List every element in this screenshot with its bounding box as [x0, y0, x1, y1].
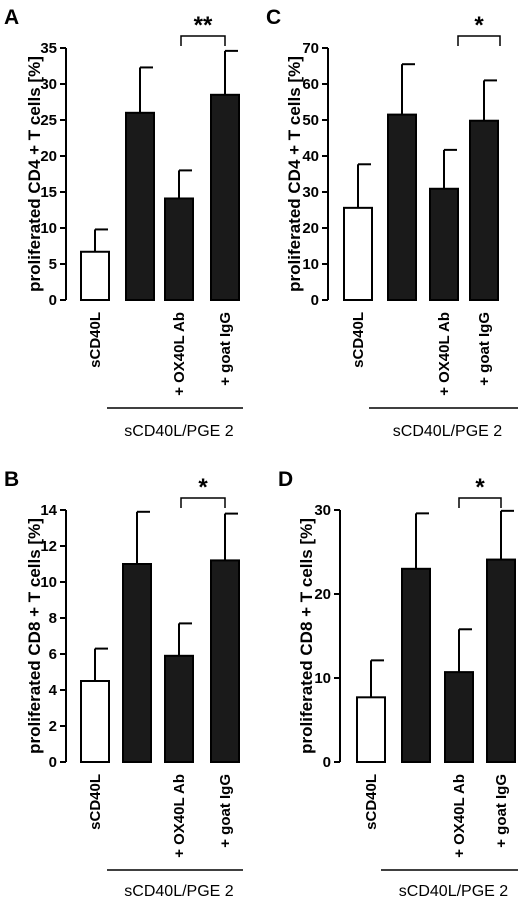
y-tick-label: 8: [49, 610, 57, 627]
y-tick-label: 0: [311, 292, 319, 309]
category-label: + OX40L Ab: [436, 312, 453, 396]
y-tick-label: 25: [40, 112, 57, 129]
panel-letter: C: [266, 6, 281, 29]
category-label: + goat IgG: [217, 774, 234, 848]
y-tick-label: 20: [40, 148, 57, 165]
y-tick-label: 0: [323, 754, 331, 771]
panel-letter: D: [278, 468, 293, 491]
group-label: sCD40L/PGE 2: [124, 883, 233, 900]
significance-label: *: [474, 12, 484, 39]
y-tick-label: 10: [40, 574, 57, 591]
significance-label: **: [194, 12, 213, 39]
significance-bracket: [180, 497, 226, 508]
bar: [80, 250, 110, 301]
y-axis-label: proliferated CD8 + T cells [%]: [25, 518, 44, 754]
significance-bracket: [457, 35, 501, 46]
y-tick-label: 30: [40, 76, 57, 93]
y-tick-label: 35: [40, 40, 57, 57]
bar: [343, 206, 373, 301]
bar: [387, 113, 417, 301]
y-tick-label: 0: [49, 292, 57, 309]
bar: [80, 680, 110, 763]
y-tick-label: 50: [302, 112, 319, 129]
category-label: sCD40L: [350, 312, 367, 368]
category-label: + goat IgG: [476, 312, 493, 386]
category-label: + OX40L Ab: [171, 774, 188, 858]
significance-label: *: [475, 474, 485, 501]
y-tick-label: 40: [302, 148, 319, 165]
y-tick-label: 60: [302, 76, 319, 93]
group-label: sCD40L/PGE 2: [399, 883, 508, 900]
y-tick-label: 70: [302, 40, 319, 57]
bar: [164, 654, 194, 763]
bar: [356, 696, 386, 764]
bar: [210, 559, 240, 764]
y-axis-label: proliferated CD4 + T cells [%]: [285, 56, 304, 292]
bar: [486, 558, 516, 763]
y-tick-label: 30: [314, 502, 331, 519]
y-tick-label: 6: [49, 646, 57, 663]
y-tick-label: 14: [40, 502, 57, 519]
bar: [164, 197, 194, 301]
y-axis-label: proliferated CD4 + T cells [%]: [25, 56, 44, 292]
bar: [401, 567, 431, 763]
y-tick-label: 20: [314, 586, 331, 603]
bar: [122, 563, 152, 763]
group-label: sCD40L/PGE 2: [124, 423, 233, 440]
category-label: sCD40L: [363, 774, 380, 830]
significance-label: *: [198, 474, 208, 501]
significance-bracket: [458, 497, 502, 508]
y-tick-label: 5: [49, 256, 57, 273]
category-label: + OX40L Ab: [451, 774, 468, 858]
y-tick-label: 10: [40, 220, 57, 237]
bar: [210, 93, 240, 301]
panel-letter: A: [4, 6, 19, 29]
y-tick-label: 15: [40, 184, 57, 201]
bar: [429, 187, 459, 301]
y-tick-label: 0: [49, 754, 57, 771]
y-tick-label: 10: [302, 256, 319, 273]
y-tick-label: 4: [49, 682, 58, 699]
bar: [469, 119, 499, 301]
category-label: + OX40L Ab: [171, 312, 188, 396]
y-tick-label: 12: [40, 538, 57, 555]
y-tick-label: 2: [49, 718, 57, 735]
significance-bracket: [180, 35, 226, 46]
category-label: sCD40L: [87, 312, 104, 368]
category-label: + goat IgG: [493, 774, 510, 848]
group-label: sCD40L/PGE 2: [393, 423, 502, 440]
category-label: sCD40L: [87, 774, 104, 830]
y-tick-label: 10: [314, 670, 331, 687]
y-tick-label: 20: [302, 220, 319, 237]
panel-letter: B: [4, 468, 19, 491]
bar: [125, 111, 155, 301]
y-tick-label: 30: [302, 184, 319, 201]
category-label: + goat IgG: [217, 312, 234, 386]
y-axis-label: proliferated CD8 + T cells [%]: [297, 518, 316, 754]
bar: [444, 671, 474, 763]
